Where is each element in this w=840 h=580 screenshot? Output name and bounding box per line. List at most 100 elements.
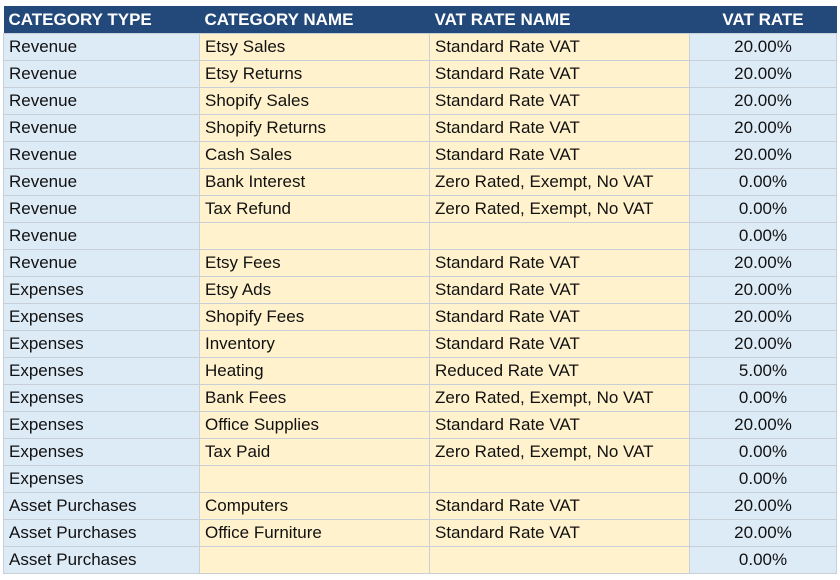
table-row: Revenue Etsy Returns Standard Rate VAT 20.0… [3,60,837,88]
table-row: Expenses Inventory Standard Rate VAT 20.00% [3,330,837,358]
vat-rate-name-cell[interactable] [429,465,690,493]
vat-rate-cell[interactable]: 20.00% [689,87,837,115]
category-type-cell[interactable]: Expenses [3,330,200,358]
vat-rate-cell[interactable]: 20.00% [689,411,837,439]
vat-rate-name-cell[interactable]: Standard Rate VAT [429,519,690,547]
vat-rate-name-cell[interactable] [429,222,690,250]
header-category-type[interactable]: CATEGORY TYPE [3,6,200,34]
vat-rate-cell[interactable]: 0.00% [689,438,837,466]
category-type-cell[interactable]: Expenses [3,276,200,304]
vat-rate-name-cell[interactable]: Standard Rate VAT [429,276,690,304]
vat-rate-name-cell[interactable] [429,546,690,574]
vat-rate-name-cell[interactable]: Zero Rated, Exempt, No VAT [429,195,690,223]
category-name-cell[interactable]: Shopify Sales [199,87,430,115]
table-row: Expenses Office Supplies Standard Rate VAT… [3,411,837,439]
vat-rate-cell[interactable]: 20.00% [689,249,837,277]
vat-rate-cell[interactable]: 0.00% [689,546,837,574]
category-type-cell[interactable]: Revenue [3,249,200,277]
category-name-cell[interactable]: Cash Sales [199,141,430,169]
header-vat-rate-name[interactable]: VAT RATE NAME [429,6,690,34]
category-type-cell[interactable]: Expenses [3,303,200,331]
category-type-cell[interactable]: Revenue [3,114,200,142]
vat-rate-cell[interactable]: 5.00% [689,357,837,385]
category-name-cell[interactable]: Office Supplies [199,411,430,439]
category-type-cell[interactable]: Asset Purchases [3,519,200,547]
vat-rate-cell[interactable]: 0.00% [689,222,837,250]
vat-rate-name-cell[interactable]: Zero Rated, Exempt, No VAT [429,438,690,466]
table-row: Revenue Tax Refund Zero Rated, Exempt, No … [3,195,837,223]
vat-rate-name-cell[interactable]: Standard Rate VAT [429,87,690,115]
vat-rate-cell[interactable]: 20.00% [689,276,837,304]
category-type-cell[interactable]: Revenue [3,33,200,61]
vat-rate-cell[interactable]: 0.00% [689,384,837,412]
table-row: Revenue Bank Interest Zero Rated, Exempt, … [3,168,837,196]
vat-rate-name-cell[interactable]: Reduced Rate VAT [429,357,690,385]
category-name-cell[interactable]: Bank Interest [199,168,430,196]
vat-rate-name-cell[interactable]: Standard Rate VAT [429,33,690,61]
category-type-cell[interactable]: Asset Purchases [3,546,200,574]
table-row: Revenue Etsy Sales Standard Rate VAT 20.00% [3,33,837,61]
category-name-cell[interactable]: Computers [199,492,430,520]
vat-rate-name-cell[interactable]: Standard Rate VAT [429,330,690,358]
vat-rate-name-cell[interactable]: Standard Rate VAT [429,411,690,439]
vat-rate-cell[interactable]: 20.00% [689,33,837,61]
vat-rate-name-cell[interactable]: Zero Rated, Exempt, No VAT [429,168,690,196]
header-vat-rate[interactable]: VAT RATE [689,6,837,34]
table-row: Asset Purchases 0.00% [3,546,837,574]
category-name-cell[interactable]: Heating [199,357,430,385]
category-name-cell[interactable]: Etsy Sales [199,33,430,61]
vat-rate-cell[interactable]: 20.00% [689,114,837,142]
vat-rate-name-cell[interactable]: Zero Rated, Exempt, No VAT [429,384,690,412]
vat-rate-cell[interactable]: 20.00% [689,303,837,331]
category-type-cell[interactable]: Revenue [3,141,200,169]
category-type-cell[interactable]: Asset Purchases [3,492,200,520]
table-row: Expenses Heating Reduced Rate VAT 5.00% [3,357,837,385]
category-type-cell[interactable]: Expenses [3,438,200,466]
category-type-cell[interactable]: Revenue [3,168,200,196]
category-type-cell[interactable]: Revenue [3,60,200,88]
vat-rate-name-cell[interactable]: Standard Rate VAT [429,492,690,520]
header-category-name[interactable]: CATEGORY NAME [199,6,430,34]
vat-rate-name-cell[interactable]: Standard Rate VAT [429,303,690,331]
vat-rate-name-cell[interactable]: Standard Rate VAT [429,249,690,277]
category-name-cell[interactable]: Office Furniture [199,519,430,547]
vat-rate-cell[interactable]: 20.00% [689,60,837,88]
table-row: Expenses 0.00% [3,465,837,493]
table-row: Expenses Tax Paid Zero Rated, Exempt, No V… [3,438,837,466]
category-name-cell[interactable] [199,546,430,574]
category-name-cell[interactable]: Tax Paid [199,438,430,466]
table-row: Revenue 0.00% [3,222,837,250]
category-name-cell[interactable]: Tax Refund [199,195,430,223]
category-type-cell[interactable]: Expenses [3,465,200,493]
category-type-cell[interactable]: Expenses [3,384,200,412]
table-row: Expenses Bank Fees Zero Rated, Exempt, No … [3,384,837,412]
category-name-cell[interactable]: Shopify Fees [199,303,430,331]
vat-rate-cell[interactable]: 20.00% [689,519,837,547]
vat-rate-cell[interactable]: 20.00% [689,330,837,358]
vat-rate-name-cell[interactable]: Standard Rate VAT [429,141,690,169]
vat-category-sheet: CATEGORY TYPE CATEGORY NAME VAT RATE NAM… [3,6,837,574]
category-name-cell[interactable]: Inventory [199,330,430,358]
category-name-cell[interactable]: Bank Fees [199,384,430,412]
vat-rate-cell[interactable]: 0.00% [689,195,837,223]
category-type-cell[interactable]: Expenses [3,357,200,385]
category-type-cell[interactable]: Revenue [3,195,200,223]
category-type-cell[interactable]: Revenue [3,87,200,115]
category-type-cell[interactable]: Expenses [3,411,200,439]
category-name-cell[interactable]: Shopify Returns [199,114,430,142]
category-type-cell[interactable]: Revenue [3,222,200,250]
table-row: Revenue Cash Sales Standard Rate VAT 20.00% [3,141,837,169]
vat-rate-name-cell[interactable]: Standard Rate VAT [429,60,690,88]
category-name-cell[interactable]: Etsy Returns [199,60,430,88]
category-name-cell[interactable]: Etsy Fees [199,249,430,277]
category-name-cell[interactable]: Etsy Ads [199,276,430,304]
vat-rate-cell[interactable]: 20.00% [689,492,837,520]
vat-rate-cell[interactable]: 0.00% [689,465,837,493]
table-row: Asset Purchases Computers Standard Rate VA… [3,492,837,520]
vat-rate-cell[interactable]: 0.00% [689,168,837,196]
category-name-cell[interactable] [199,222,430,250]
vat-rate-cell[interactable]: 20.00% [689,141,837,169]
table-row: Asset Purchases Office Furniture Standard … [3,519,837,547]
category-name-cell[interactable] [199,465,430,493]
vat-rate-name-cell[interactable]: Standard Rate VAT [429,114,690,142]
